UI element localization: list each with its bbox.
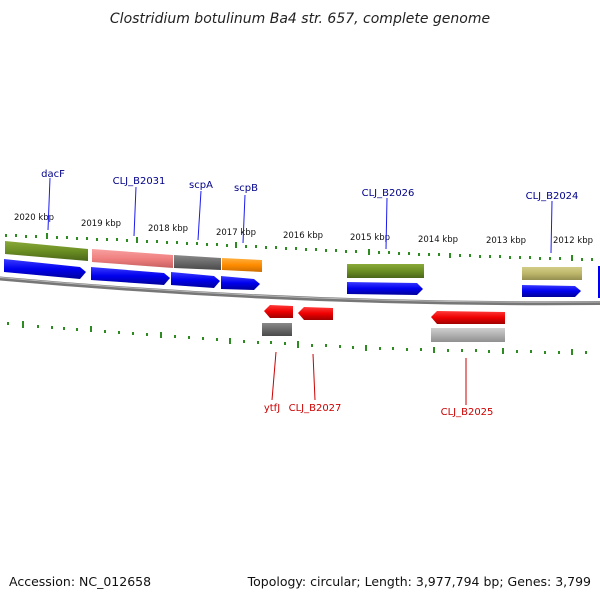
kbp-label: 2013 kbp: [486, 236, 526, 246]
cds-arrow-clj-b2025[interactable]: [431, 311, 505, 324]
reverse-feature-bars: [262, 323, 505, 342]
feature-bar-clj-b2025[interactable]: [431, 328, 505, 342]
upper-tick-row: [5, 233, 593, 261]
cds-arrow-ytfj[interactable]: [264, 305, 293, 318]
forward-feature-bars: [5, 241, 582, 280]
feature-bar-dacf[interactable]: [5, 241, 88, 261]
kbp-label: 2019 kbp: [81, 219, 121, 229]
feature-bar-scpb[interactable]: [222, 258, 262, 272]
feature-bar-scpa[interactable]: [174, 255, 221, 270]
feature-bar-clj-b2024[interactable]: [522, 267, 582, 280]
cds-arrow-clj-b2027[interactable]: [298, 307, 333, 320]
cds-arrow-edge: [598, 266, 600, 298]
gene-label-scpa[interactable]: scpA: [189, 180, 213, 191]
cds-arrow-scpa[interactable]: [171, 272, 220, 288]
gene-label-clj-b2027[interactable]: CLJ_B2027: [289, 403, 342, 414]
reverse-cds-arrows: [264, 305, 505, 324]
feature-bar-clj-b2031[interactable]: [92, 249, 173, 268]
cds-arrow-scpb[interactable]: [221, 276, 260, 290]
forward-leaders: [47, 177, 553, 254]
kbp-label: 2017 kbp: [216, 228, 256, 238]
forward-cds-arrows: [4, 259, 600, 298]
gene-label-clj-b2031[interactable]: CLJ_B2031: [113, 176, 166, 187]
kbp-label: 2020 kbp: [14, 213, 54, 223]
gene-label-clj-b2026[interactable]: CLJ_B2026: [362, 188, 415, 199]
kbp-label: 2014 kbp: [418, 235, 458, 245]
feature-bar-clj-b2026[interactable]: [347, 264, 424, 278]
kbp-label: 2015 kbp: [350, 233, 390, 243]
cds-arrow-clj-b2031[interactable]: [91, 267, 170, 285]
gene-label-ytfj[interactable]: ytfJ: [264, 403, 280, 414]
cds-arrow-clj-b2024[interactable]: [522, 285, 581, 297]
accession-text: Accession: NC_012658: [9, 574, 151, 589]
reverse-leaders: [271, 351, 467, 405]
gene-label-scpb[interactable]: scpB: [234, 183, 258, 194]
kbp-label: 2018 kbp: [148, 224, 188, 234]
cds-arrow-dacf[interactable]: [4, 259, 86, 279]
kbp-label: 2012 kbp: [553, 236, 593, 246]
kbp-label: 2016 kbp: [283, 231, 323, 241]
genome-backbone: [0, 276, 600, 306]
gene-label-clj-b2025[interactable]: CLJ_B2025: [441, 407, 494, 418]
lower-tick-row: [7, 321, 587, 355]
genome-summary-text: Topology: circular; Length: 3,977,794 bp…: [247, 574, 591, 589]
gene-label-clj-b2024[interactable]: CLJ_B2024: [526, 191, 579, 202]
genome-backbone-highlight: [0, 276, 600, 303]
gene-label-dacf[interactable]: dacF: [41, 169, 65, 180]
feature-bar-ytfj[interactable]: [262, 323, 292, 336]
reverse-gene-labels: ytfJ CLJ_B2027 CLJ_B2025: [264, 403, 494, 418]
map-title: Clostridium botulinum Ba4 str. 657, comp…: [110, 11, 490, 27]
forward-gene-labels: dacF CLJ_B2031 scpA scpB CLJ_B2026 CLJ_B…: [41, 169, 578, 202]
cds-arrow-clj-b2026[interactable]: [347, 282, 423, 295]
kbp-scale: 2020 kbp 2019 kbp 2018 kbp 2017 kbp 2016…: [14, 213, 593, 246]
